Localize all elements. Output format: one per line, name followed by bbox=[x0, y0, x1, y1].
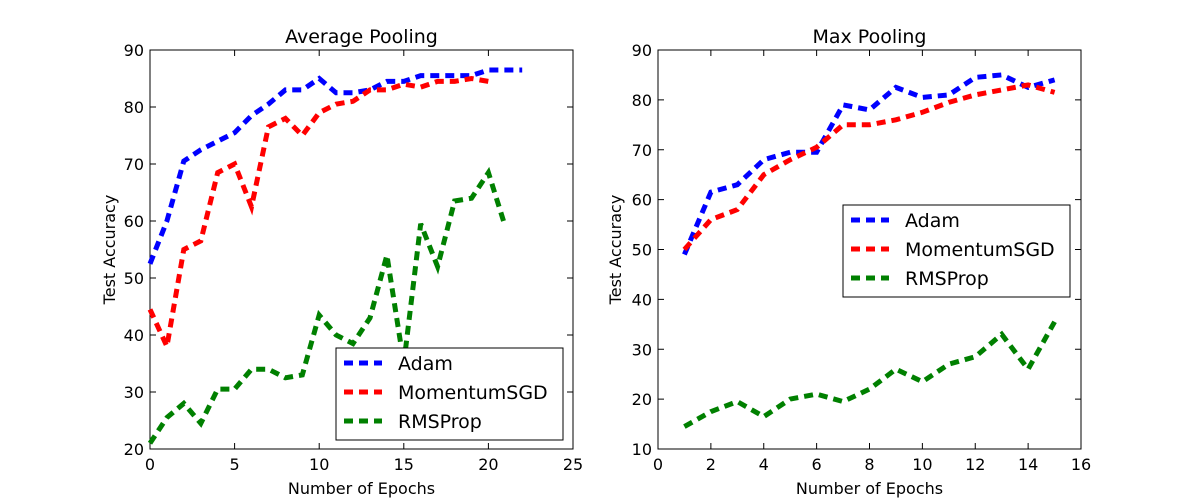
y-tick-label: 20 bbox=[124, 440, 144, 459]
legend-label-rmsprop: RMSProp bbox=[398, 411, 482, 433]
chart-title: Average Pooling bbox=[285, 26, 438, 48]
y-tick-label: 40 bbox=[124, 326, 144, 345]
y-tick-label: 40 bbox=[632, 290, 652, 309]
y-tick-label: 60 bbox=[124, 212, 144, 231]
ticks-layer: 0 2 4 6 8 10 12 14 16 10 20 30 40 50 60 70 80 90 bbox=[632, 41, 1092, 474]
y-tick-label: 80 bbox=[124, 98, 144, 117]
chart-max-pooling: 0 2 4 6 8 10 12 14 16 10 20 30 40 50 60 70 80 90 Max Pool… bbox=[606, 26, 1091, 498]
y-tick-label: 60 bbox=[632, 191, 652, 210]
x-tick-label: 14 bbox=[1018, 455, 1038, 474]
x-tick-label: 16 bbox=[1071, 455, 1091, 474]
x-tick-label: 4 bbox=[759, 455, 769, 474]
y-tick-label: 80 bbox=[632, 91, 652, 110]
legend-label-momentumsgd: MomentumSGD bbox=[905, 239, 1055, 261]
series-line-adam bbox=[147, 67, 523, 265]
x-tick-label: 10 bbox=[912, 455, 932, 474]
x-axis-label: Number of Epochs bbox=[796, 479, 943, 498]
series-layer bbox=[147, 67, 523, 445]
x-tick-label: 20 bbox=[478, 455, 498, 474]
legend-box bbox=[842, 204, 1071, 298]
y-axis-label: Test Accuracy bbox=[100, 195, 119, 306]
x-tick-label: 2 bbox=[706, 455, 716, 474]
y-tick-label: 90 bbox=[632, 41, 652, 60]
legend-box bbox=[335, 347, 564, 441]
x-tick-label: 25 bbox=[563, 455, 583, 474]
x-tick-label: 8 bbox=[864, 455, 874, 474]
x-tick-label: 6 bbox=[812, 455, 822, 474]
y-tick-label: 50 bbox=[632, 241, 652, 260]
legend-label-rmsprop: RMSProp bbox=[905, 268, 989, 290]
y-tick-label: 30 bbox=[632, 340, 652, 359]
y-axis-label: Test Accuracy bbox=[606, 195, 625, 306]
legend-label-adam: Adam bbox=[905, 210, 960, 232]
ticks-layer: 0 5 10 15 20 25 20 30 40 50 60 70 80 90 bbox=[124, 41, 584, 474]
y-tick-label: 70 bbox=[632, 141, 652, 160]
chart-title: Max Pooling bbox=[812, 26, 926, 48]
y-tick-label: 20 bbox=[632, 390, 652, 409]
legend-label-momentumsgd: MomentumSGD bbox=[398, 382, 548, 404]
y-tick-label: 30 bbox=[124, 383, 144, 402]
x-tick-label: 10 bbox=[309, 455, 329, 474]
x-tick-label: 12 bbox=[965, 455, 985, 474]
x-tick-label: 5 bbox=[230, 455, 240, 474]
series-line-rmsprop bbox=[147, 166, 508, 445]
x-axis-label: Number of Epochs bbox=[288, 479, 435, 498]
legend: Adam MomentumSGD RMSProp bbox=[335, 347, 564, 441]
chart-average-pooling: 0 5 10 15 20 25 20 30 40 50 60 70 80 90 Average Pooli… bbox=[100, 26, 583, 498]
series-line-momentumsgd bbox=[147, 75, 489, 355]
x-tick-label: 15 bbox=[394, 455, 414, 474]
y-tick-label: 70 bbox=[124, 155, 144, 174]
series-line-rmsprop bbox=[683, 320, 1057, 429]
y-tick-label: 10 bbox=[632, 440, 652, 459]
legend-label-adam: Adam bbox=[398, 353, 453, 375]
series-layer bbox=[682, 72, 1057, 429]
series-line-momentumsgd bbox=[682, 82, 1056, 252]
legend: Adam MomentumSGD RMSProp bbox=[842, 204, 1071, 298]
x-tick-label: 0 bbox=[145, 455, 155, 474]
y-tick-label: 50 bbox=[124, 269, 144, 288]
series-line-adam bbox=[682, 72, 1056, 256]
y-tick-label: 90 bbox=[124, 41, 144, 60]
x-tick-label: 0 bbox=[653, 455, 663, 474]
